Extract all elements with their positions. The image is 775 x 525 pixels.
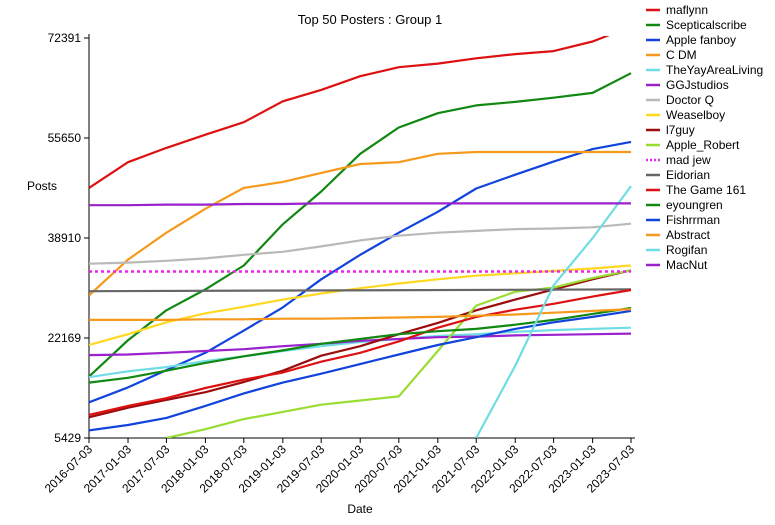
series-line-theyayarealiving (89, 326, 632, 379)
legend-label: GGJstudios (666, 78, 729, 92)
y-axis-title: Posts (27, 179, 57, 193)
legend-label: Apple fanboy (666, 33, 736, 47)
y-tick-label: 22169 (48, 331, 82, 345)
series-line-ggjstudios (89, 332, 632, 357)
legend-label: Abstract (666, 228, 711, 242)
series-line-eidorian (89, 288, 632, 293)
plot-area: 5429221693891055650723912016-07-032017-0… (42, 31, 638, 496)
legend-label: mad jew (666, 153, 711, 167)
y-tick-label: 55650 (48, 131, 82, 145)
y-tick-label: 5429 (54, 431, 81, 445)
legend-label: Weaselboy (666, 108, 725, 122)
chart-title: Top 50 Posters : Group 1 (298, 12, 443, 27)
legend-label: Apple_Robert (666, 138, 740, 152)
series-lines (89, 36, 632, 438)
series-line-macnut (89, 202, 631, 207)
series-line-scepticalscribe (89, 72, 632, 378)
legend-label: Eidorian (666, 168, 710, 182)
series-line-rogifan (475, 185, 632, 438)
series-line-fishrrman (89, 309, 632, 432)
legend-label: Doctor Q (666, 93, 714, 107)
series-line-doctor-q (89, 222, 632, 265)
series-line-maflynn (89, 36, 610, 189)
legend-label: Fishrrman (666, 213, 720, 227)
legend-label: l7guy (666, 123, 695, 137)
series-line-c-dm (89, 150, 631, 297)
legend-label: Scepticalscribe (666, 18, 747, 32)
series-line-eyoungren (89, 306, 632, 384)
legend-label: eyoungren (666, 198, 723, 212)
series-line-l7guy (89, 269, 632, 419)
legend-label: The Game 161 (666, 183, 746, 197)
series-line-the-game-161 (89, 288, 632, 416)
series-line-abstract (89, 308, 632, 321)
y-tick-label: 38910 (48, 231, 82, 245)
x-axis-title: Date (347, 502, 373, 516)
legend-label: Rogifan (666, 243, 707, 257)
y-tick-label: 72391 (48, 31, 82, 45)
legend-label: C DM (666, 48, 697, 62)
legend-label: MacNut (666, 258, 708, 272)
legend-label: TheYayAreaLiving (666, 63, 763, 77)
legend-label: maflynn (666, 3, 708, 17)
